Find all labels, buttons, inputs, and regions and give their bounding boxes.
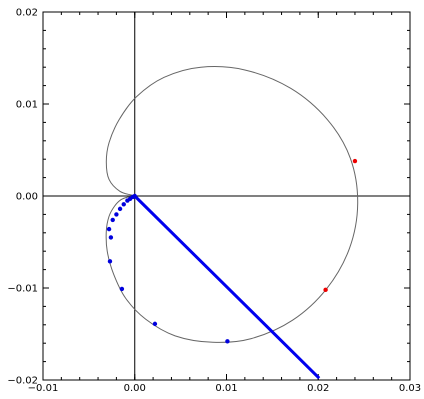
x-tick-label: 0.01 <box>215 383 237 394</box>
data-point <box>121 202 126 207</box>
x-tick-label: 0.02 <box>307 383 329 394</box>
y-tick-label: −0.01 <box>7 284 38 295</box>
x-tick-label: 0.00 <box>124 383 146 394</box>
line-layer <box>133 194 321 380</box>
data-point <box>152 321 158 327</box>
y-tick-label: 0.02 <box>16 8 38 19</box>
data-point <box>117 206 123 212</box>
data-point <box>108 235 114 240</box>
vector-line <box>133 194 321 380</box>
data-point <box>110 217 115 223</box>
data-point <box>106 226 112 232</box>
y-tick-label: −0.02 <box>7 376 38 387</box>
data-point <box>132 193 137 199</box>
x-tick-label: −0.01 <box>28 383 59 394</box>
y-tick-label: 0.00 <box>16 192 38 203</box>
x-tick-label: 0.03 <box>399 383 421 394</box>
curve-layer <box>105 66 359 343</box>
data-point <box>323 287 328 293</box>
curve <box>105 66 359 343</box>
y-tick-label: 0.01 <box>16 100 38 111</box>
points-layer <box>106 158 358 344</box>
data-point <box>114 212 119 217</box>
x-tick-labels: −0.01 0.00 0.01 0.02 0.03 <box>28 383 421 394</box>
data-point <box>225 339 230 344</box>
data-point <box>119 286 125 292</box>
data-point <box>352 158 358 164</box>
y-tick-labels: 0.02 0.01 0.00 −0.01 −0.02 <box>7 8 38 387</box>
data-point <box>107 259 113 264</box>
